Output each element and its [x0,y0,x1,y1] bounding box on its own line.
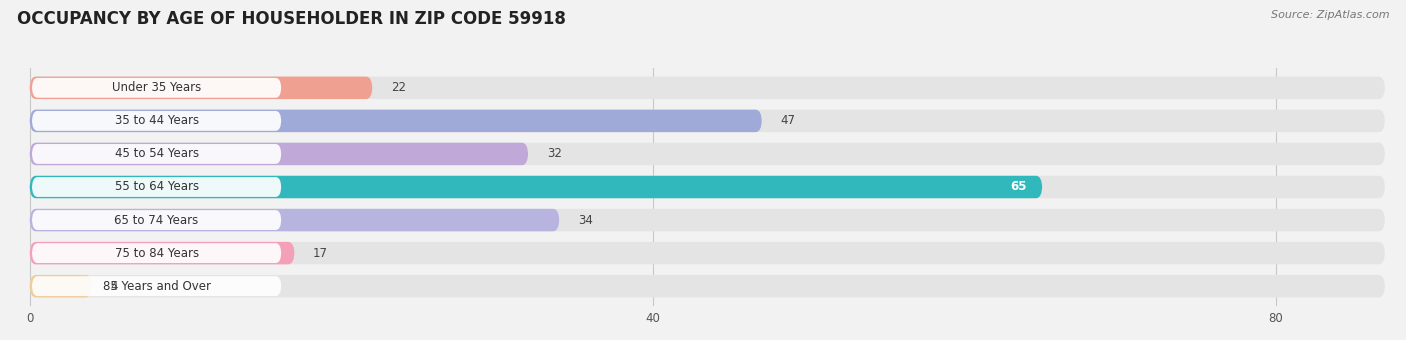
Text: 45 to 54 Years: 45 to 54 Years [114,148,198,160]
FancyBboxPatch shape [32,144,281,164]
FancyBboxPatch shape [30,209,1385,231]
FancyBboxPatch shape [32,210,281,230]
Text: 32: 32 [547,148,562,160]
FancyBboxPatch shape [30,209,560,231]
Text: Source: ZipAtlas.com: Source: ZipAtlas.com [1271,10,1389,20]
Text: Under 35 Years: Under 35 Years [112,81,201,94]
FancyBboxPatch shape [32,111,281,131]
FancyBboxPatch shape [30,176,1042,198]
FancyBboxPatch shape [30,109,762,132]
Text: 34: 34 [578,214,593,226]
Text: 22: 22 [391,81,406,94]
FancyBboxPatch shape [30,176,1385,198]
Text: 17: 17 [314,246,328,260]
FancyBboxPatch shape [30,76,1385,99]
FancyBboxPatch shape [30,143,1385,165]
Text: 35 to 44 Years: 35 to 44 Years [114,114,198,128]
Text: 65 to 74 Years: 65 to 74 Years [114,214,198,226]
Text: 75 to 84 Years: 75 to 84 Years [114,246,198,260]
FancyBboxPatch shape [30,109,1385,132]
FancyBboxPatch shape [30,76,373,99]
Text: 55 to 64 Years: 55 to 64 Years [114,181,198,193]
FancyBboxPatch shape [30,143,529,165]
Text: 85 Years and Over: 85 Years and Over [103,280,211,293]
Text: 4: 4 [111,280,118,293]
FancyBboxPatch shape [30,275,1385,298]
Text: 65: 65 [1010,181,1026,193]
FancyBboxPatch shape [30,275,91,298]
FancyBboxPatch shape [32,276,281,296]
FancyBboxPatch shape [32,243,281,263]
FancyBboxPatch shape [30,242,1385,265]
Text: 47: 47 [780,114,796,128]
FancyBboxPatch shape [32,177,281,197]
FancyBboxPatch shape [32,78,281,98]
FancyBboxPatch shape [30,242,294,265]
Text: OCCUPANCY BY AGE OF HOUSEHOLDER IN ZIP CODE 59918: OCCUPANCY BY AGE OF HOUSEHOLDER IN ZIP C… [17,10,565,28]
